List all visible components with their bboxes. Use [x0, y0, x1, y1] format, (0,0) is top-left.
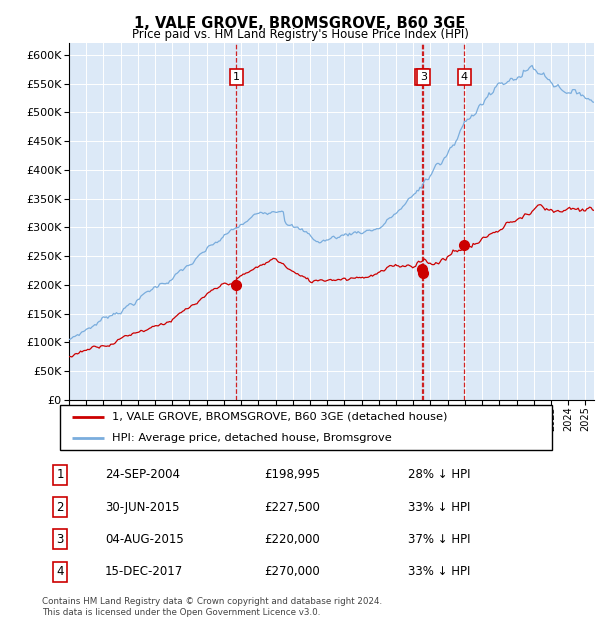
Text: 37% ↓ HPI: 37% ↓ HPI — [408, 533, 470, 546]
Text: 1: 1 — [233, 72, 240, 82]
Text: £270,000: £270,000 — [264, 565, 320, 578]
Text: £198,995: £198,995 — [264, 469, 320, 481]
Text: HPI: Average price, detached house, Bromsgrove: HPI: Average price, detached house, Brom… — [112, 433, 391, 443]
Text: 1, VALE GROVE, BROMSGROVE, B60 3GE (detached house): 1, VALE GROVE, BROMSGROVE, B60 3GE (deta… — [112, 412, 447, 422]
Text: 30-JUN-2015: 30-JUN-2015 — [105, 501, 179, 513]
Text: 28% ↓ HPI: 28% ↓ HPI — [408, 469, 470, 481]
Text: 2: 2 — [56, 501, 64, 513]
Text: 4: 4 — [461, 72, 468, 82]
Text: Price paid vs. HM Land Registry's House Price Index (HPI): Price paid vs. HM Land Registry's House … — [131, 28, 469, 41]
Text: 15-DEC-2017: 15-DEC-2017 — [105, 565, 183, 578]
Text: £220,000: £220,000 — [264, 533, 320, 546]
Text: 2: 2 — [418, 72, 425, 82]
Text: 3: 3 — [56, 533, 64, 546]
Text: £227,500: £227,500 — [264, 501, 320, 513]
Text: 24-SEP-2004: 24-SEP-2004 — [105, 469, 180, 481]
Text: Contains HM Land Registry data © Crown copyright and database right 2024.
This d: Contains HM Land Registry data © Crown c… — [42, 598, 382, 617]
Text: 1: 1 — [56, 469, 64, 481]
Text: 4: 4 — [56, 565, 64, 578]
Text: 1, VALE GROVE, BROMSGROVE, B60 3GE: 1, VALE GROVE, BROMSGROVE, B60 3GE — [134, 16, 466, 30]
Text: 04-AUG-2015: 04-AUG-2015 — [105, 533, 184, 546]
Text: 3: 3 — [420, 72, 427, 82]
Text: 33% ↓ HPI: 33% ↓ HPI — [408, 501, 470, 513]
Text: 33% ↓ HPI: 33% ↓ HPI — [408, 565, 470, 578]
